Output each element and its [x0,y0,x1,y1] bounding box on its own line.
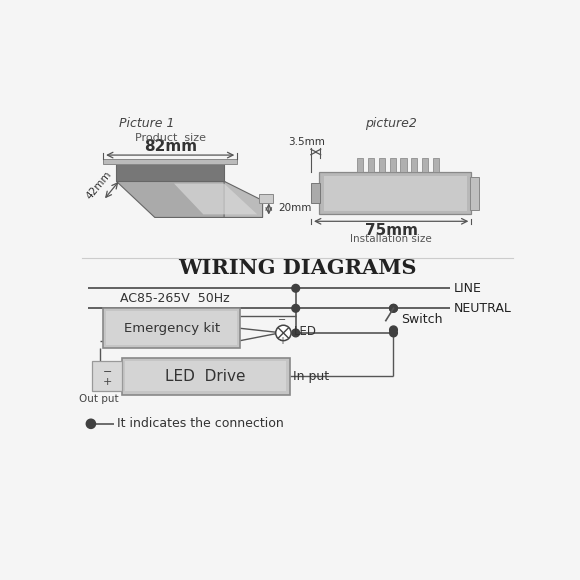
FancyBboxPatch shape [390,158,396,172]
FancyBboxPatch shape [319,172,472,215]
Text: WIRING DIAGRAMS: WIRING DIAGRAMS [178,258,416,278]
Circle shape [292,329,299,337]
FancyBboxPatch shape [368,158,374,172]
Polygon shape [259,194,273,203]
Text: 3.5mm: 3.5mm [288,137,325,147]
Circle shape [292,284,299,292]
FancyBboxPatch shape [103,309,240,349]
Circle shape [390,304,397,312]
Text: Out put: Out put [79,394,118,404]
Circle shape [276,325,291,340]
FancyBboxPatch shape [125,361,287,392]
Text: Installation size: Installation size [350,234,432,244]
FancyBboxPatch shape [311,183,320,203]
Text: LED: LED [293,325,317,338]
FancyBboxPatch shape [92,361,122,392]
FancyBboxPatch shape [422,158,428,172]
Text: +: + [278,336,286,346]
Circle shape [86,419,96,429]
FancyBboxPatch shape [357,158,364,172]
Text: Product  size: Product size [135,133,206,143]
FancyBboxPatch shape [106,311,237,345]
Text: −: − [103,367,112,377]
FancyBboxPatch shape [470,177,479,210]
Text: −: − [278,315,286,325]
Text: picture2: picture2 [365,117,417,130]
Polygon shape [174,183,257,215]
Text: In put: In put [293,370,329,383]
Circle shape [390,326,397,334]
Circle shape [390,304,397,312]
Text: LINE: LINE [454,282,481,295]
FancyBboxPatch shape [379,158,385,172]
Circle shape [390,329,397,337]
Polygon shape [117,164,224,182]
FancyBboxPatch shape [400,158,407,172]
Text: LED  Drive: LED Drive [165,369,246,384]
Text: 82mm: 82mm [144,139,197,154]
Text: 20mm: 20mm [278,203,311,213]
Text: AC85-265V  50Hz: AC85-265V 50Hz [120,292,230,305]
Text: Switch: Switch [401,313,443,325]
Text: Emergency kit: Emergency kit [124,322,220,335]
Circle shape [292,304,299,312]
Polygon shape [224,182,263,218]
FancyBboxPatch shape [433,158,439,172]
Polygon shape [103,159,237,164]
Text: +: + [103,377,112,387]
Text: 75mm: 75mm [365,223,418,238]
Text: It indicates the connection: It indicates the connection [117,417,284,430]
FancyBboxPatch shape [122,358,289,394]
Text: NEUTRAL: NEUTRAL [454,302,512,315]
Polygon shape [117,182,263,218]
FancyBboxPatch shape [324,176,467,211]
Text: 42mm: 42mm [84,169,113,201]
FancyBboxPatch shape [411,158,418,172]
Text: Picture 1: Picture 1 [119,117,175,130]
